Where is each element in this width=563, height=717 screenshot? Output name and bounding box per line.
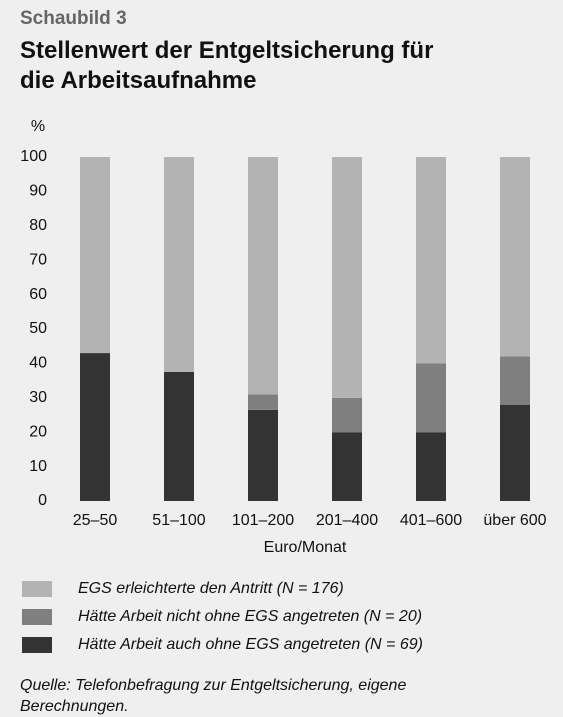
bar-segment xyxy=(248,409,278,501)
x-tick-label: 101–200 xyxy=(232,512,294,529)
bar-segment xyxy=(500,356,530,405)
x-axis-label: Euro/Monat xyxy=(264,539,347,556)
y-tick-label: 20 xyxy=(29,423,47,440)
y-tick-label: 40 xyxy=(29,355,47,372)
chart-title: Stellenwert der Entgeltsicherung für die… xyxy=(20,37,434,94)
figure-label: Schaubild 3 xyxy=(20,8,127,29)
bar-segment xyxy=(164,372,194,501)
bar-segment xyxy=(332,157,362,398)
legend-swatch xyxy=(22,609,52,625)
y-axis-label: % xyxy=(31,118,45,135)
y-tick-label: 30 xyxy=(29,389,47,406)
x-tick-label: 51–100 xyxy=(152,512,205,529)
bar-segment xyxy=(332,432,362,501)
bar-segment xyxy=(80,157,110,354)
y-tick-label: 90 xyxy=(29,183,47,200)
y-tick-label: 80 xyxy=(29,217,47,234)
x-tick-label: 401–600 xyxy=(400,512,462,529)
bar-segment xyxy=(416,432,446,501)
bar-segment xyxy=(416,363,446,433)
y-tick-label: 0 xyxy=(38,492,47,509)
y-tick-label: 100 xyxy=(20,148,47,165)
legend-swatch xyxy=(22,637,52,653)
bar-segment xyxy=(80,353,110,501)
x-tick-label: 201–400 xyxy=(316,512,378,529)
bar-segment xyxy=(332,397,362,433)
y-tick-label: 50 xyxy=(29,320,47,337)
legend-swatch xyxy=(22,581,52,597)
bar-segment xyxy=(164,157,194,372)
source-note: Quelle: Telefonbefragung zur Entgeltsich… xyxy=(20,677,407,715)
y-tick-label: 10 xyxy=(29,458,47,475)
legend-label: Hätte Arbeit nicht ohne EGS angetreten (… xyxy=(78,608,422,625)
bar-segment xyxy=(500,404,530,501)
x-tick-label: 25–50 xyxy=(73,512,118,529)
bar-segment xyxy=(416,157,446,364)
legend-label: Hätte Arbeit auch ohne EGS angetreten (N… xyxy=(78,636,423,653)
bar-segment xyxy=(248,157,278,395)
x-tick-label: über 600 xyxy=(483,512,546,529)
bar-segment xyxy=(248,394,278,410)
y-tick-label: 70 xyxy=(29,251,47,268)
bar-segment xyxy=(500,157,530,357)
y-tick-label: 60 xyxy=(29,286,47,303)
legend-label: EGS erleichterte den Antritt (N = 176) xyxy=(78,580,344,597)
